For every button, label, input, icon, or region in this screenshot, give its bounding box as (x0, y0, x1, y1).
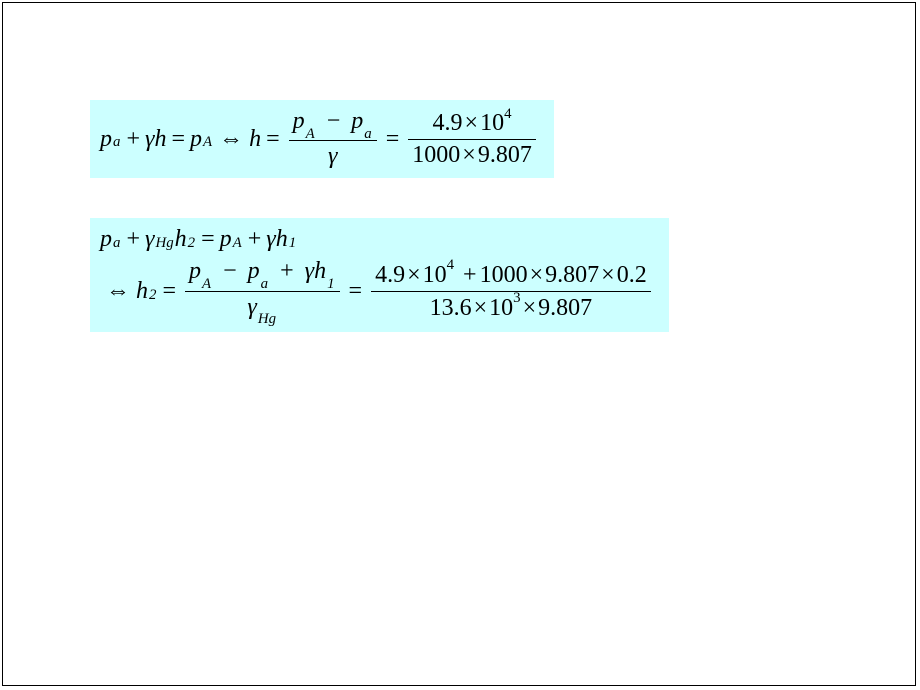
var-p: p (220, 226, 232, 252)
sub-a: a (113, 235, 120, 251)
sub-Hg: Hg (258, 311, 276, 327)
sub-Hg: Hg (155, 235, 173, 251)
var-p: p (293, 108, 305, 134)
denominator: γHg (243, 294, 281, 324)
num-val: 9.807 (538, 295, 592, 321)
num-val: 1000 (412, 142, 460, 168)
exponent: 4 (504, 106, 511, 122)
num-val: 10 (480, 110, 504, 136)
var-p: p (100, 126, 112, 152)
sub-A: A (202, 276, 211, 292)
var-h: h (136, 278, 148, 304)
minus-op: − (327, 108, 341, 134)
gamma: γ (266, 226, 275, 252)
minus-op: − (223, 258, 237, 284)
sub-a: a (364, 126, 371, 142)
num-val: 1000 (480, 262, 528, 288)
sub-a: a (261, 276, 268, 292)
var-p: p (189, 258, 201, 284)
denominator: 13.6×103×9.807 (426, 294, 597, 321)
times-op: × (407, 262, 421, 288)
times-op: × (530, 262, 544, 288)
fraction-bar (371, 291, 651, 292)
sub-A: A (203, 134, 212, 150)
eq-op: = (266, 126, 280, 152)
var-p: p (351, 108, 363, 134)
num-val: 13.6 (430, 295, 472, 321)
num-val: 10 (489, 295, 513, 321)
plus-op: + (126, 226, 140, 252)
times-op: × (474, 295, 488, 321)
equation-2-line-1: pa + γHg h2 = pA + γh1 (100, 226, 655, 252)
gamma: γ (247, 294, 256, 320)
times-op: × (601, 262, 615, 288)
num-val: 0.2 (617, 262, 647, 288)
equation-2-line-2: ⇔ h2 = pA − pa + γh1 γHg = 4.9×104 +1000… (100, 258, 655, 323)
num-val: 10 (423, 262, 447, 288)
sub-a: a (113, 134, 120, 150)
fraction-1: pA − pa γ (289, 108, 377, 170)
sub-2: 2 (188, 235, 195, 251)
denominator: 1000×9.807 (408, 142, 536, 168)
gamma: γ (305, 258, 314, 284)
eq-op: = (162, 278, 176, 304)
times-op: × (462, 142, 476, 168)
var-p: p (248, 258, 260, 284)
plus-op: + (280, 258, 294, 284)
numerator: pA − pa (289, 108, 377, 138)
eq-op: = (386, 126, 400, 152)
num-val: 4.9 (433, 110, 463, 136)
eq-op: = (201, 226, 215, 252)
fraction-2: 4.9×104 +1000×9.807×0.2 13.6×103×9.807 (371, 261, 651, 321)
equation-1: pa + γh = pA ⇔ h = pA − pa γ = 4.9×104 1… (90, 100, 554, 178)
var-p: p (100, 226, 112, 252)
numerator: 4.9×104 +1000×9.807×0.2 (371, 261, 651, 288)
numerator: pA − pa + γh1 (185, 258, 340, 288)
var-h: h (276, 226, 288, 252)
denominator: γ (324, 143, 341, 169)
plus-op: + (126, 126, 140, 152)
var-h: h (314, 258, 326, 284)
gamma: γ (145, 226, 154, 252)
exponent: 3 (513, 290, 520, 306)
var-h: h (154, 126, 166, 152)
fraction-bar (408, 139, 536, 140)
fraction-1: pA − pa + γh1 γHg (185, 258, 340, 323)
plus-op: + (463, 262, 477, 288)
sub-1: 1 (327, 276, 334, 292)
fraction-2: 4.9×104 1000×9.807 (408, 109, 536, 168)
eq-op: = (171, 126, 185, 152)
iff-arrow: ⇔ (106, 278, 130, 304)
gamma: γ (145, 126, 154, 152)
sub-1: 1 (289, 235, 296, 251)
plus-op: + (248, 226, 262, 252)
num-val: 4.9 (375, 262, 405, 288)
num-val: 9.807 (545, 262, 599, 288)
times-op: × (523, 295, 537, 321)
var-p: p (190, 126, 202, 152)
sub-A: A (306, 126, 315, 142)
iff-arrow: ⇔ (219, 126, 243, 152)
var-h: h (175, 226, 187, 252)
equation-2: pa + γHg h2 = pA + γh1 ⇔ h2 = pA − pa + … (90, 218, 669, 332)
times-op: × (465, 110, 479, 136)
sub-A: A (233, 235, 242, 251)
num-val: 9.807 (478, 142, 532, 168)
numerator: 4.9×104 (429, 109, 516, 136)
eq-op: = (349, 278, 363, 304)
exponent: 4 (447, 257, 454, 273)
var-h: h (249, 126, 261, 152)
sub-2: 2 (149, 287, 156, 303)
